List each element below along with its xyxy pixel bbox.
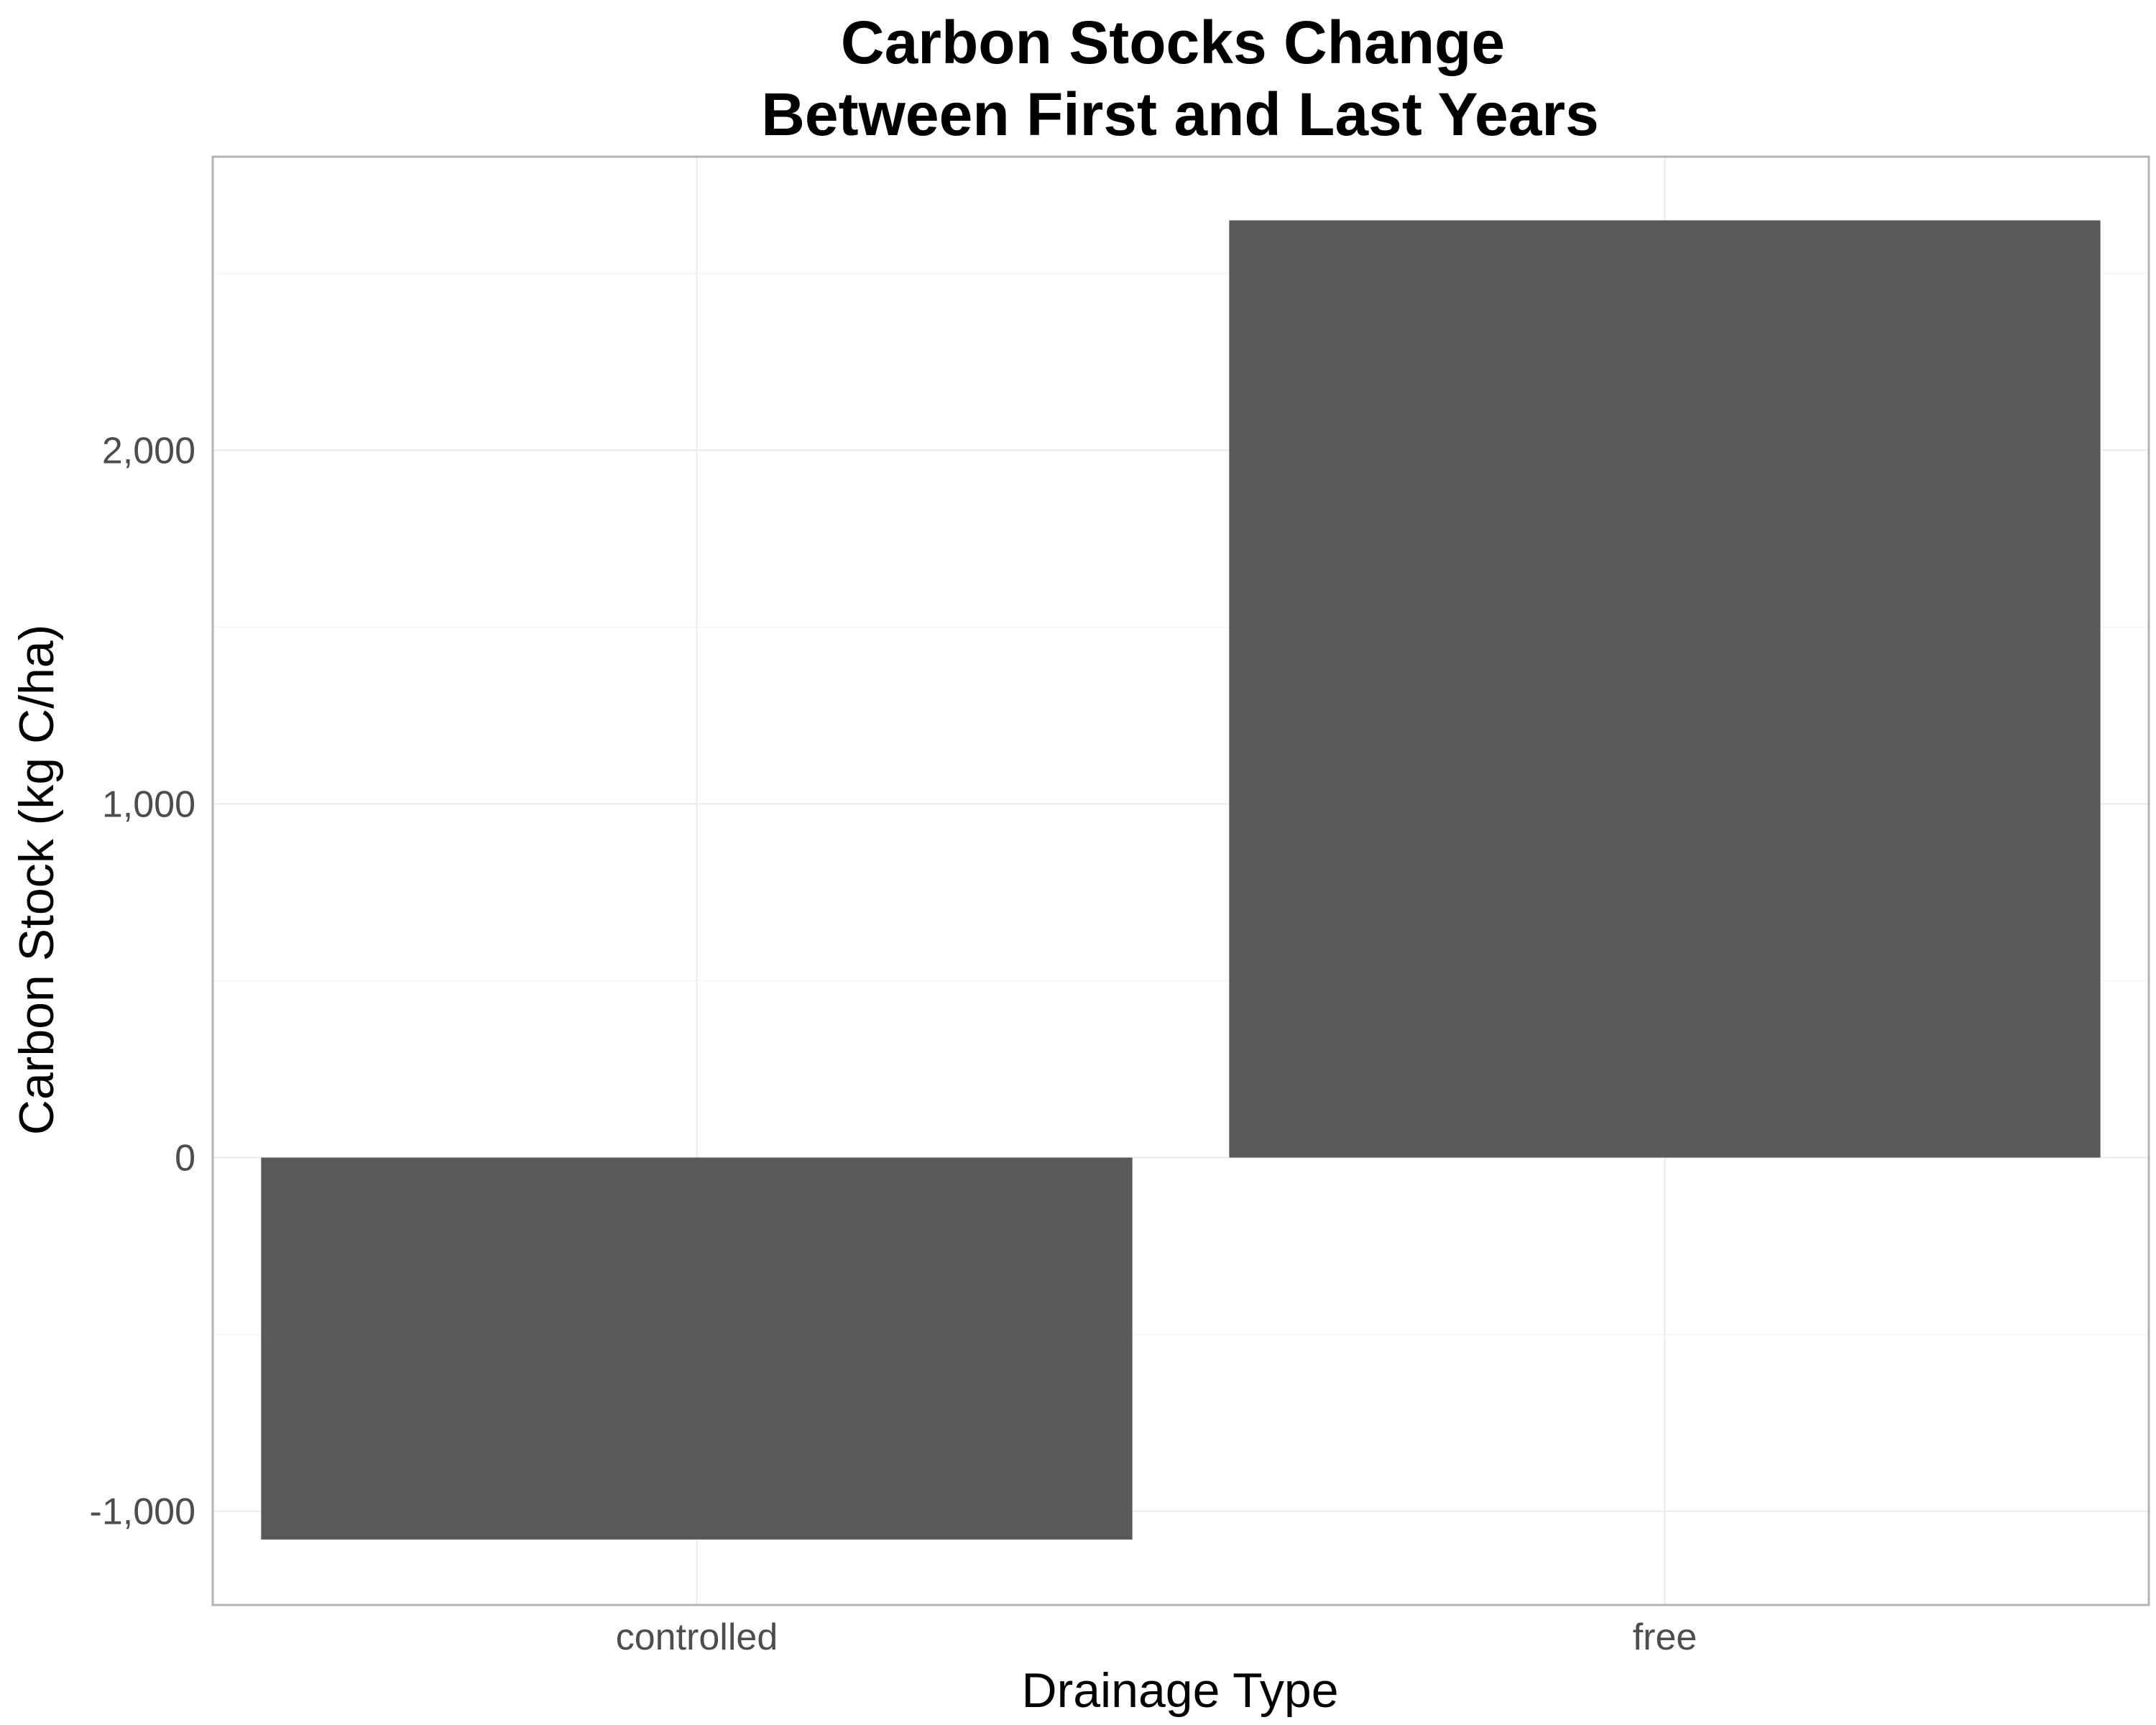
bar-free bbox=[1229, 220, 2101, 1158]
y-axis-ticks: -1,000 0 1,000 2,000 bbox=[90, 430, 195, 1532]
panel-border bbox=[211, 155, 2150, 1606]
bars bbox=[261, 220, 2101, 1540]
y-axis-title: Carbon Stock (kg C/ha) bbox=[9, 625, 64, 1136]
chart-title-line-2: Between First and Last Years bbox=[761, 80, 1599, 148]
chart-title-line-1: Carbon Stocks Change bbox=[841, 9, 1505, 76]
x-axis-ticks: controlled free bbox=[616, 1616, 1697, 1658]
y-tick-label: 2,000 bbox=[102, 430, 195, 472]
x-tick-label: controlled bbox=[616, 1616, 778, 1658]
y-tick-label: 0 bbox=[175, 1138, 195, 1179]
x-tick-label: free bbox=[1633, 1616, 1697, 1658]
y-tick-label: -1,000 bbox=[90, 1491, 195, 1533]
x-axis-title: Drainage Type bbox=[1021, 1663, 1338, 1718]
bar-controlled bbox=[261, 1157, 1133, 1540]
y-tick-label: 1,000 bbox=[102, 783, 195, 825]
